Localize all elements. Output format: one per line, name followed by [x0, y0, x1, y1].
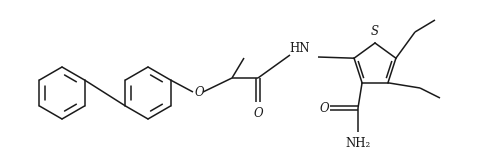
Text: O: O — [253, 107, 263, 120]
Text: O: O — [319, 102, 329, 115]
Text: O: O — [194, 85, 204, 98]
Text: NH₂: NH₂ — [345, 137, 370, 150]
Text: HN: HN — [290, 41, 310, 54]
Text: S: S — [371, 25, 379, 38]
